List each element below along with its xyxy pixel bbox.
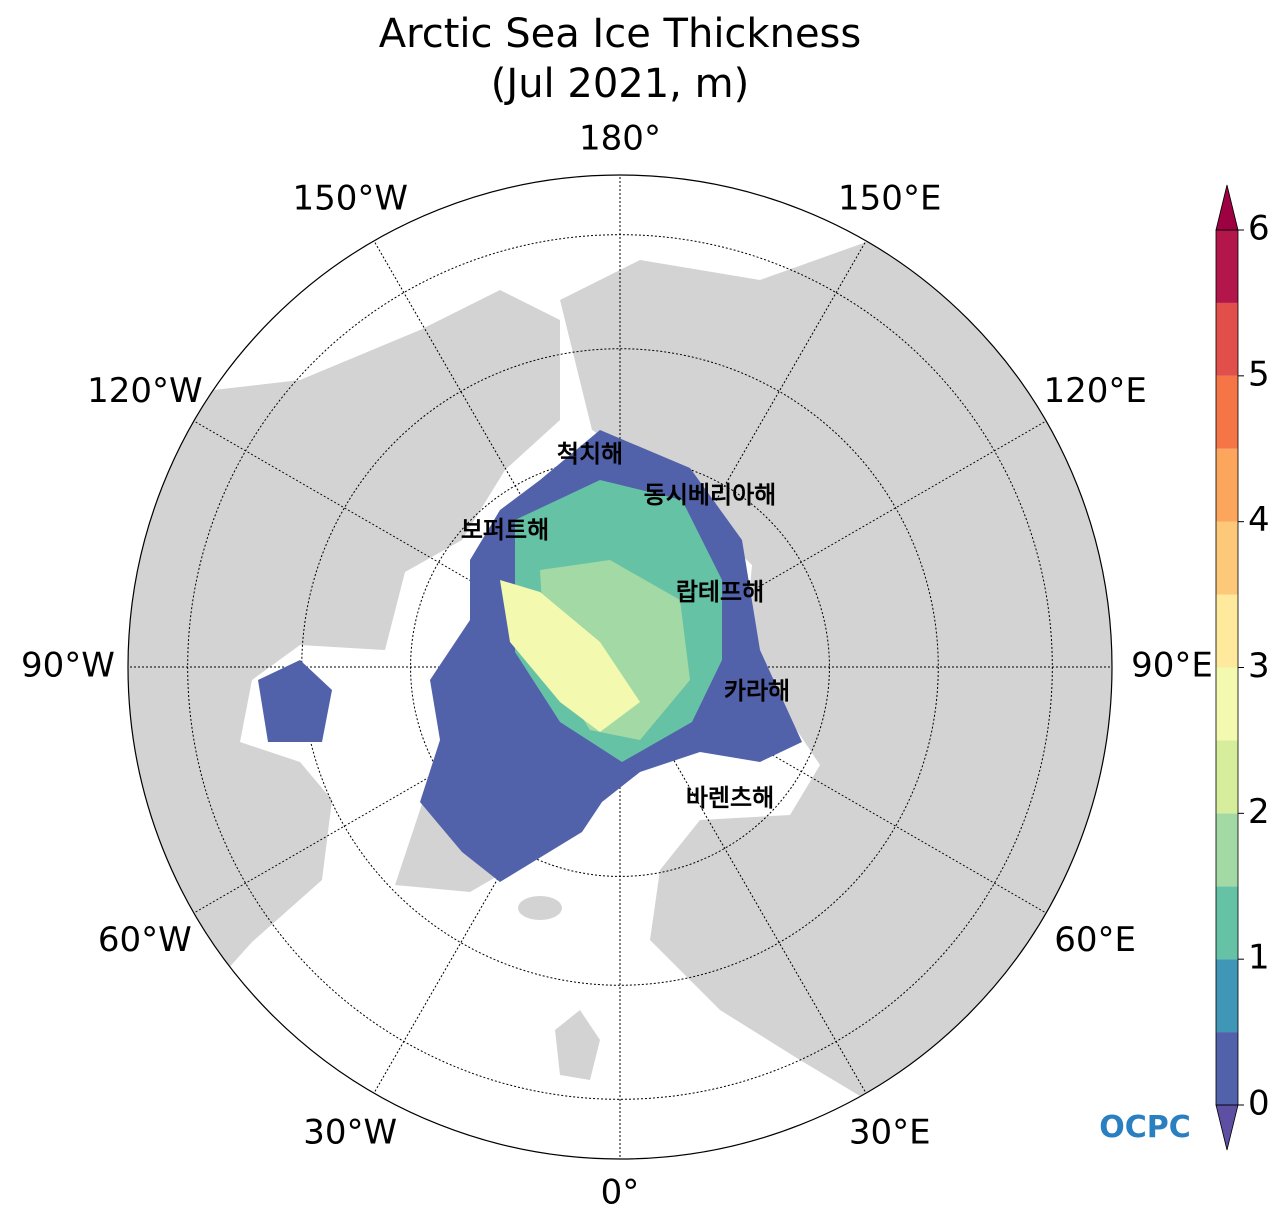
map xyxy=(128,175,1112,1159)
colorbar-segment xyxy=(1216,886,1238,960)
lon-tick-label: 150°W xyxy=(292,178,408,218)
colorbar-tick-label: 2 xyxy=(1248,792,1270,832)
lon-tick-label: 90°E xyxy=(1131,646,1213,686)
sea-label: 보퍼트해 xyxy=(461,516,549,544)
colorbar-extend-over xyxy=(1215,184,1239,231)
colorbar-segment xyxy=(1216,667,1238,741)
lon-tick-label: 30°E xyxy=(849,1113,931,1153)
colorbar-segment xyxy=(1216,740,1238,814)
lon-tick-label: 120°W xyxy=(87,371,203,411)
colorbar-segment xyxy=(1216,375,1238,449)
colorbar-segment xyxy=(1216,521,1238,595)
colorbar-extend-under xyxy=(1215,1104,1239,1151)
sea-label: 동시베리아해 xyxy=(644,481,776,509)
map-boundary xyxy=(127,174,1113,1160)
colorbar-segment xyxy=(1216,594,1238,668)
lon-tick-label: 0° xyxy=(601,1173,640,1213)
colorbar-tick-label: 4 xyxy=(1248,500,1270,540)
lon-tick-label: 120°E xyxy=(1043,371,1146,411)
ice-region xyxy=(258,660,332,742)
sea-label: 척치해 xyxy=(557,440,623,468)
sea-labels: 척치해 동시베리아해 보퍼트해 랍테프해 카라해 바렌츠해 xyxy=(461,440,790,812)
title: Arctic Sea Ice Thickness xyxy=(379,11,861,57)
lon-tick-label: 60°W xyxy=(98,920,192,960)
colorbar-segment xyxy=(1216,1032,1238,1105)
colorbar-segment xyxy=(1216,448,1238,522)
land-uk xyxy=(555,1010,600,1080)
lon-tick-label: 180° xyxy=(579,119,661,159)
sea-label: 바렌츠해 xyxy=(686,784,774,812)
ice-region xyxy=(500,580,640,732)
sea-label: 랍테프해 xyxy=(676,578,764,606)
colorbar-tick-label: 6 xyxy=(1248,209,1270,249)
colorbar-tick-label: 3 xyxy=(1248,646,1270,686)
lon-tick-label: 60°E xyxy=(1054,920,1136,960)
logo: OCPC xyxy=(1099,1110,1191,1145)
colorbar-tick-label: 5 xyxy=(1248,354,1270,394)
colorbar-segment xyxy=(1216,302,1238,376)
sea-ice xyxy=(258,430,802,882)
lon-tick-label: 30°W xyxy=(303,1113,397,1153)
land-iceland xyxy=(518,896,562,920)
land-north-america xyxy=(128,290,560,1000)
colorbar-tick-label: 1 xyxy=(1248,938,1270,978)
colorbar-segment xyxy=(1216,959,1238,1033)
colorbar-segment xyxy=(1216,230,1238,303)
lat-gridline xyxy=(301,348,939,986)
lon-tick-label: 90°W xyxy=(21,646,115,686)
sea-label: 카라해 xyxy=(724,677,790,705)
lon-tick-label: 150°E xyxy=(838,178,941,218)
colorbar-segment xyxy=(1216,813,1238,887)
colorbar-tick-label: 0 xyxy=(1248,1084,1270,1124)
subtitle: (Jul 2021, m) xyxy=(491,61,749,107)
